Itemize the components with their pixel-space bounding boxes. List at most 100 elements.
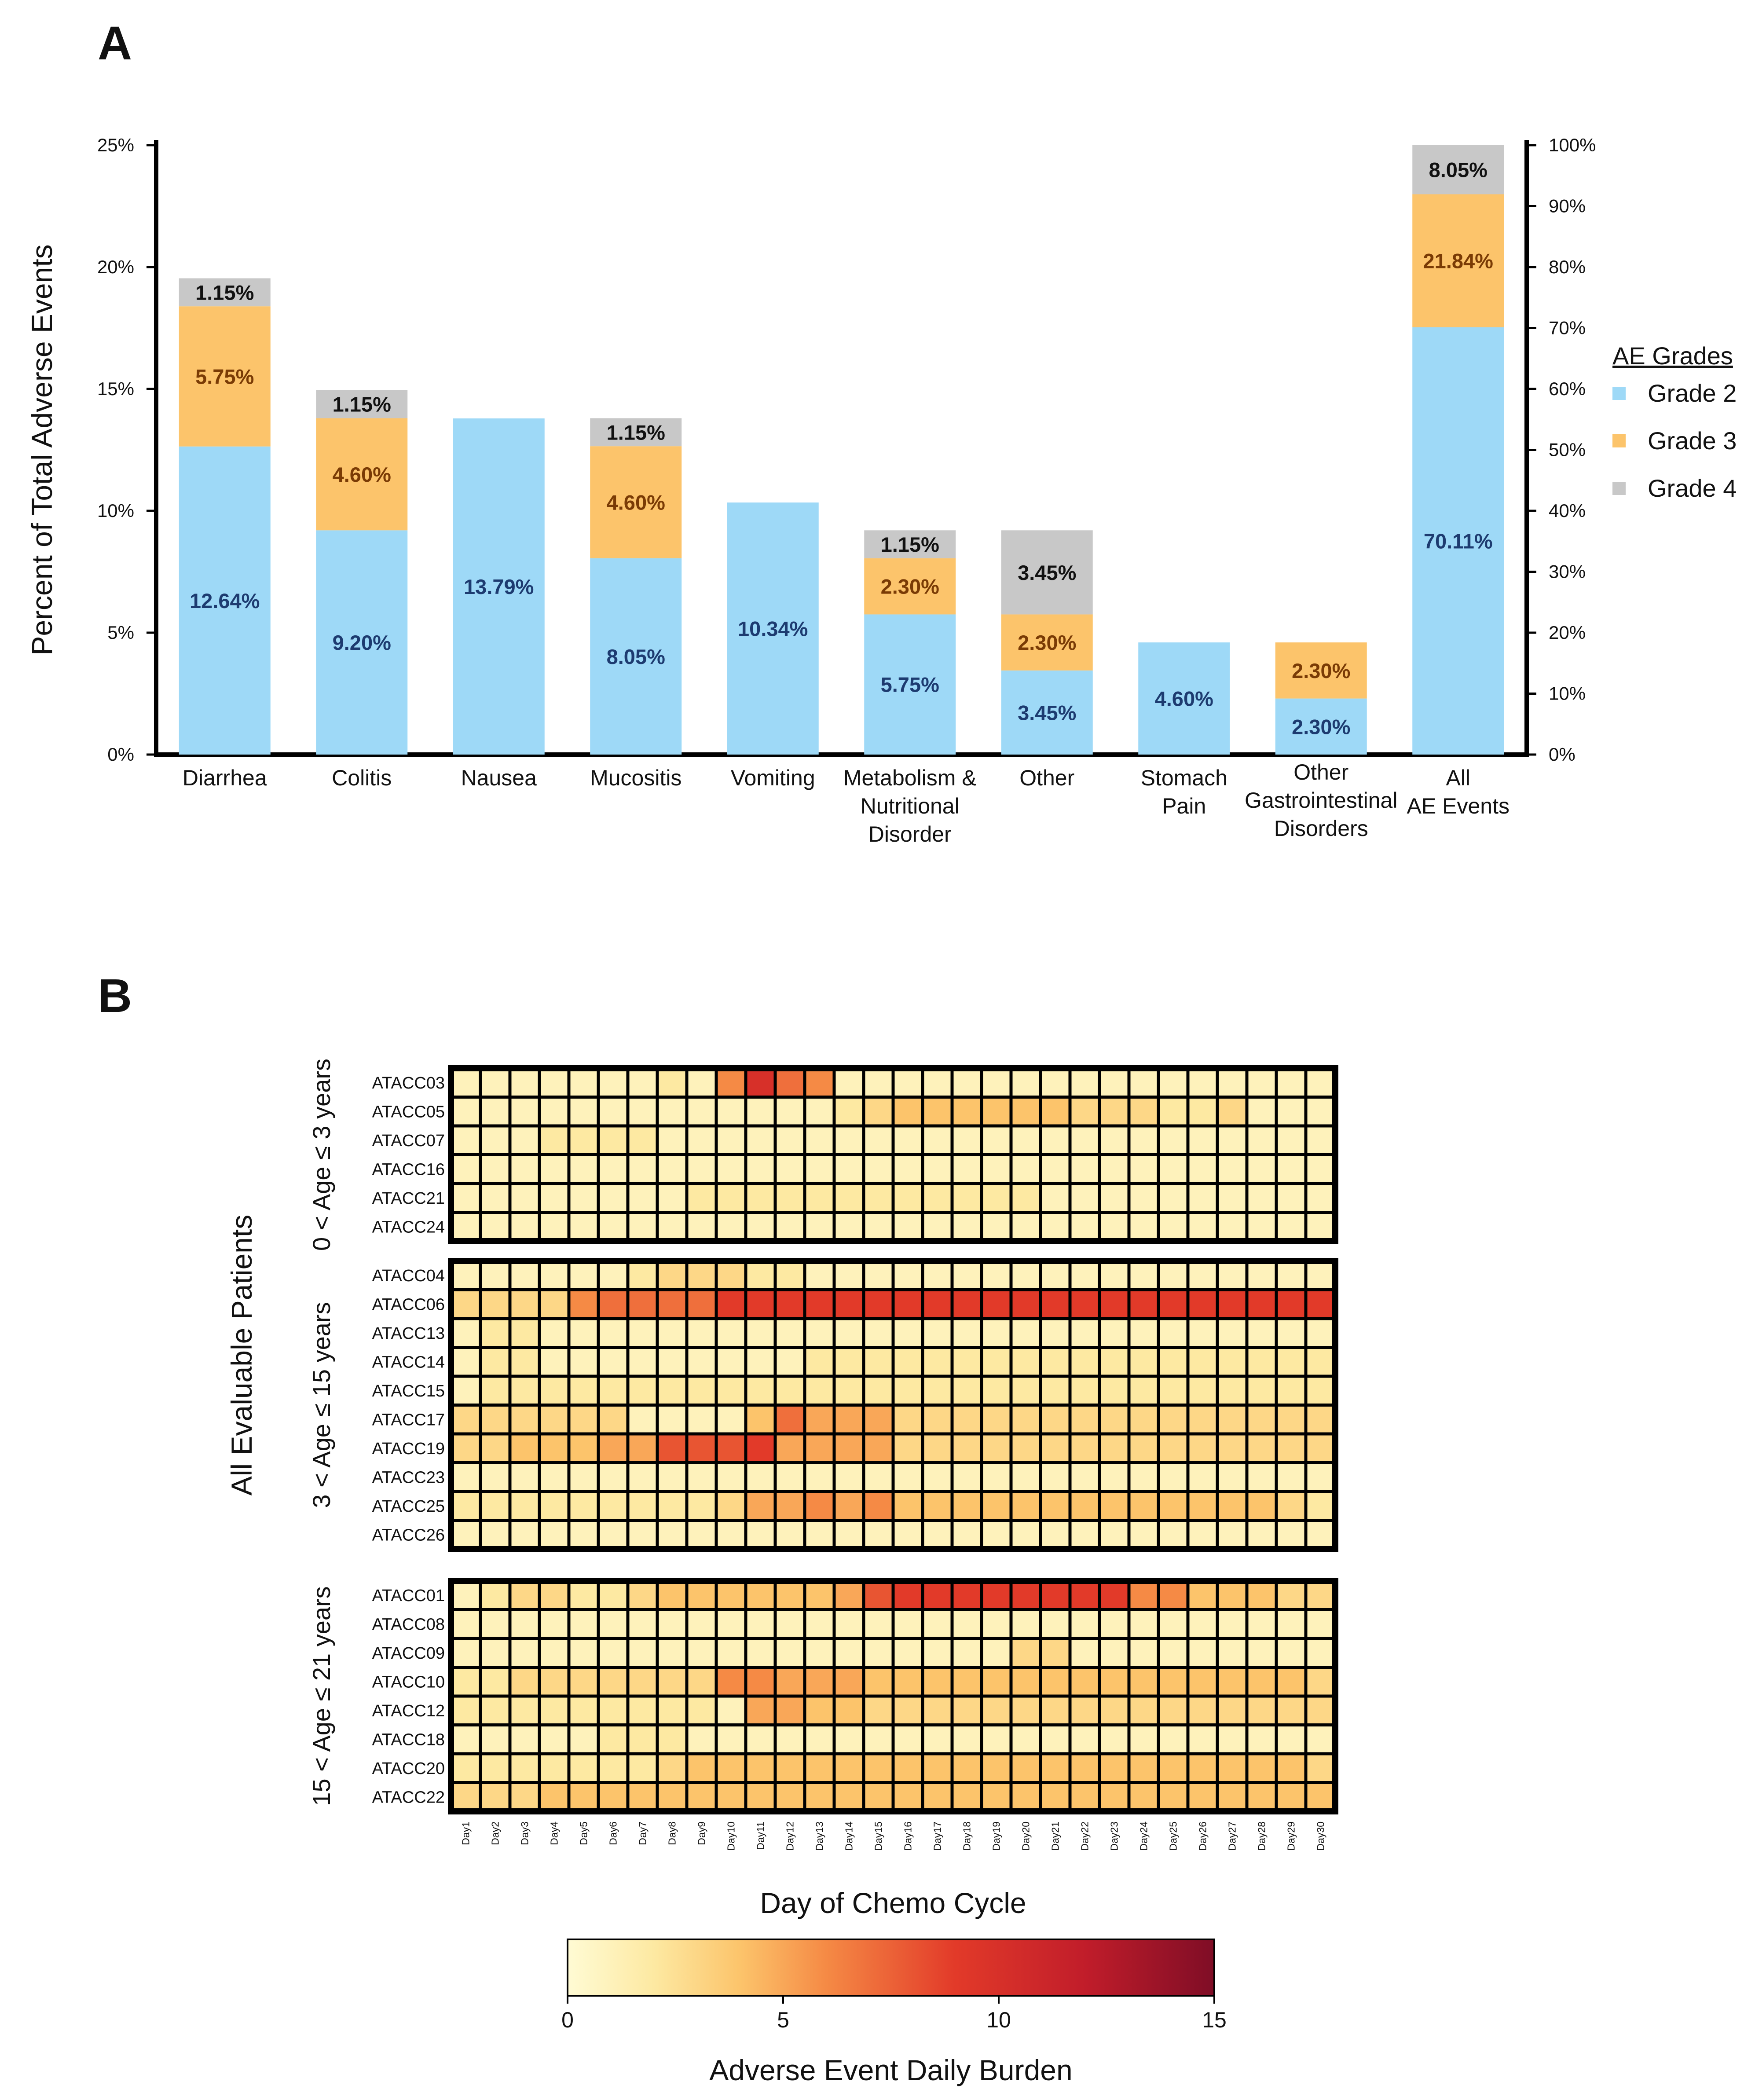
- heatmap-cell: [1186, 1519, 1219, 1551]
- heatmap-cell: [891, 1346, 924, 1378]
- heatmap-cell: [1068, 1461, 1101, 1493]
- heatmap-cell: [479, 1182, 512, 1214]
- patient-label: ATACC08: [372, 1615, 445, 1634]
- category-label: Disorders: [1274, 816, 1368, 841]
- heatmap-cell: [538, 1182, 571, 1214]
- heatmap-cell: [1157, 1374, 1190, 1407]
- heatmap-cell: [1245, 1781, 1278, 1813]
- heatmap-cell: [921, 1404, 954, 1436]
- heatmap-cell: [1186, 1374, 1219, 1407]
- heatmap-cell: [1009, 1637, 1042, 1669]
- heatmap-cell: [1304, 1781, 1337, 1813]
- heatmap-cell: [567, 1490, 600, 1522]
- heatmap-cell: [1216, 1259, 1249, 1291]
- heatmap-cell: [538, 1374, 571, 1407]
- heatmap-cell: [891, 1259, 924, 1291]
- heatmap-cell: [656, 1723, 689, 1755]
- heatmap-cell: [479, 1259, 512, 1291]
- heatmap-cell: [980, 1124, 1013, 1156]
- bar-data-label: 1.15%: [881, 533, 939, 556]
- heatmap-cell: [567, 1182, 600, 1214]
- day-label: Day10: [725, 1821, 737, 1851]
- heatmap-cell: [862, 1666, 895, 1698]
- heatmap-cell: [950, 1579, 983, 1611]
- patient-label: ATACC26: [372, 1526, 445, 1544]
- heatmap-cell: [1157, 1637, 1190, 1669]
- heatmap-cell: [597, 1694, 630, 1726]
- heatmap-cell: [538, 1153, 571, 1185]
- patient-label: ATACC17: [372, 1411, 445, 1429]
- heatmap-cell: [1216, 1374, 1249, 1407]
- y2-tick-label: 40%: [1549, 500, 1586, 521]
- bar-grade-2: [1138, 642, 1230, 755]
- heatmap-cell: [950, 1066, 983, 1099]
- heatmap-cell: [1304, 1153, 1337, 1185]
- day-label: Day1: [460, 1821, 472, 1845]
- heatmap-cell: [626, 1723, 659, 1755]
- heatmap-cell: [479, 1124, 512, 1156]
- heatmap-cell: [773, 1666, 806, 1698]
- heatmap-cell: [773, 1066, 806, 1099]
- bar-grade-3: [179, 306, 271, 447]
- heatmap-cell: [508, 1781, 541, 1813]
- heatmap-cell: [479, 1066, 512, 1099]
- heatmap-cell: [685, 1666, 718, 1698]
- heatmap-cell: [744, 1579, 777, 1611]
- heatmap-cell: [567, 1637, 600, 1669]
- heatmap-cell: [921, 1096, 954, 1128]
- heatmap-chart: ATACC03 ATACC05 ATACC07 ATACC16 ATACC21 ATACC…: [225, 1059, 1338, 2086]
- heatmap-cell: [1157, 1346, 1190, 1378]
- heatmap-cell: [567, 1346, 600, 1378]
- heatmap-cell: [597, 1346, 630, 1378]
- heatmap-cell: [891, 1723, 924, 1755]
- heatmap-cell: [1009, 1374, 1042, 1407]
- bar-data-label: 8.05%: [1429, 158, 1488, 182]
- heatmap-cell: [1275, 1723, 1308, 1755]
- heatmap-cell: [567, 1317, 600, 1349]
- heatmap-cell: [1275, 1752, 1308, 1784]
- heatmap-cell: [832, 1723, 865, 1755]
- heatmap-cell: [508, 1666, 541, 1698]
- day-label: Day21: [1050, 1821, 1061, 1851]
- heatmap-cell: [508, 1432, 541, 1464]
- heatmap-cell: [1009, 1182, 1042, 1214]
- heatmap-cell: [449, 1694, 482, 1726]
- heatmap-cell: [1009, 1461, 1042, 1493]
- heatmap-cell: [803, 1288, 836, 1320]
- heatmap-cell: [626, 1404, 659, 1436]
- heatmap-cell: [1157, 1432, 1190, 1464]
- heatmap-cell: [656, 1666, 689, 1698]
- day-label: Day11: [755, 1821, 766, 1850]
- legend-entry: Grade 3: [1648, 427, 1737, 454]
- heatmap-cell: [1068, 1666, 1101, 1698]
- heatmap-cell: [567, 1211, 600, 1243]
- patient-label: ATACC09: [372, 1644, 445, 1663]
- heatmap-cell: [597, 1288, 630, 1320]
- age-group-label: 0 < Age ≤ 3 years: [308, 1059, 335, 1251]
- heatmap-cell: [921, 1490, 954, 1522]
- heatmap-cell: [803, 1490, 836, 1522]
- heatmap-cell: [1245, 1608, 1278, 1640]
- heatmap-cell: [862, 1288, 895, 1320]
- heatmap-cell: [1304, 1519, 1337, 1551]
- heatmap-cell: [656, 1096, 689, 1128]
- heatmap-cell: [1275, 1579, 1308, 1611]
- heatmap-cell: [714, 1288, 747, 1320]
- heatmap-cell: [1275, 1182, 1308, 1214]
- heatmap-cell: [508, 1752, 541, 1784]
- bar-data-label: 21.84%: [1423, 249, 1493, 273]
- heatmap-cell: [803, 1153, 836, 1185]
- heatmap-cell: [1098, 1461, 1131, 1493]
- heatmap-cell: [449, 1317, 482, 1349]
- category-label: Pain: [1162, 794, 1206, 818]
- heatmap-cell: [744, 1288, 777, 1320]
- heatmap-cell: [626, 1694, 659, 1726]
- heatmap-cell: [891, 1637, 924, 1669]
- heatmap-cell: [950, 1694, 983, 1726]
- heatmap-cell: [773, 1461, 806, 1493]
- heatmap-cell: [479, 1637, 512, 1669]
- heatmap-cell: [1275, 1153, 1308, 1185]
- bar-grade-2: [179, 446, 271, 755]
- heatmap-cell: [744, 1781, 777, 1813]
- heatmap-cell: [891, 1781, 924, 1813]
